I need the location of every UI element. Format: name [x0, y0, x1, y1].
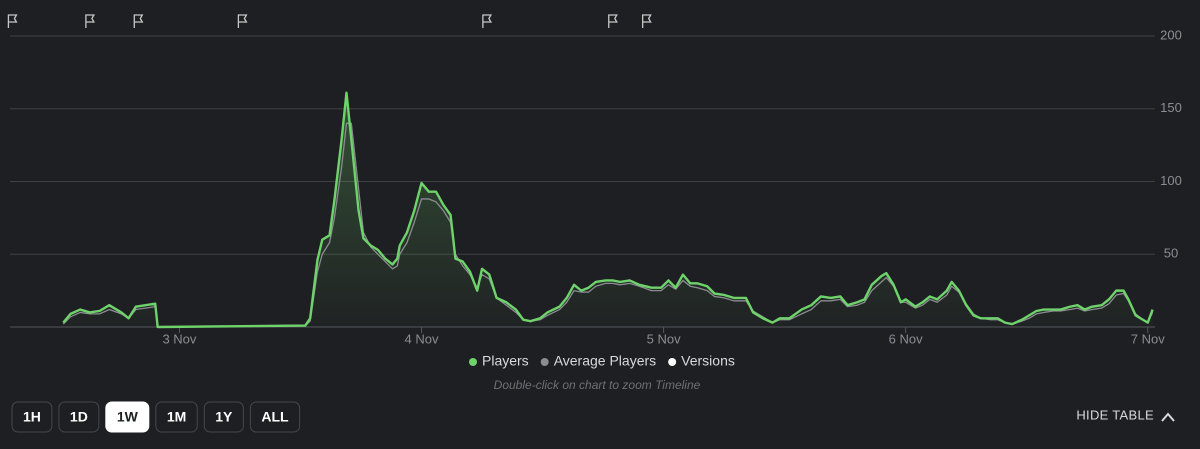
y-tick-label: 200 [1160, 27, 1182, 42]
x-tick-label: 7 Nov [1131, 331, 1165, 346]
version-flag[interactable] [608, 14, 618, 28]
y-tick-label: 100 [1160, 173, 1182, 188]
range-button-bg[interactable] [58, 401, 100, 433]
x-tick-label: 5 Nov [647, 331, 681, 346]
x-tick-label: 4 Nov [405, 331, 439, 346]
legend-label[interactable]: Average Players [554, 353, 656, 369]
x-tick-label: 3 Nov [162, 331, 196, 346]
hide-table-toggle[interactable]: HIDE TABLE [1076, 407, 1175, 422]
range-button-bg[interactable] [203, 401, 244, 433]
zoom-hint: Double-click on chart to zoom Timeline [494, 378, 701, 392]
hide-table-label[interactable]: HIDE TABLE [1076, 407, 1154, 422]
range-button-bg[interactable] [11, 401, 53, 433]
range-button[interactable]: 1M [155, 401, 198, 433]
version-flag[interactable] [641, 14, 652, 28]
version-flag[interactable] [482, 14, 493, 28]
range-button[interactable]: ALL [249, 401, 301, 433]
legend-dot[interactable] [668, 358, 677, 366]
x-tick-label: 6 Nov [889, 331, 923, 346]
range-button-label[interactable]: 1H [23, 409, 41, 425]
range-button-bg[interactable] [155, 401, 198, 433]
y-tick-label: 150 [1160, 100, 1182, 115]
players-line [62, 91, 1154, 329]
players-area [63, 92, 1153, 328]
legend-label[interactable]: Players [482, 353, 529, 369]
legend-dot[interactable] [540, 358, 549, 366]
range-button-label[interactable]: 1M [167, 409, 186, 425]
version-flag[interactable] [7, 14, 18, 28]
range-button-bg[interactable] [105, 401, 150, 433]
version-flag[interactable] [133, 14, 144, 28]
range-button[interactable]: 1Y [203, 401, 244, 433]
range-button-bg[interactable] [249, 401, 301, 433]
range-button[interactable]: 1H [11, 401, 53, 433]
chevron-up[interactable] [1161, 412, 1175, 422]
legend-dot[interactable] [469, 358, 477, 366]
version-flag[interactable] [85, 14, 96, 28]
y-tick-label: 50 [1164, 246, 1178, 261]
range-button[interactable]: 1W [105, 401, 150, 433]
range-button-label[interactable]: 1W [117, 409, 139, 425]
range-button-label[interactable]: 1D [70, 409, 88, 425]
range-button-label[interactable]: 1Y [215, 409, 233, 425]
range-button-label[interactable]: ALL [261, 409, 289, 425]
legend-label[interactable]: Versions [681, 353, 735, 369]
version-flag[interactable] [237, 14, 248, 28]
range-button[interactable]: 1D [58, 401, 100, 433]
